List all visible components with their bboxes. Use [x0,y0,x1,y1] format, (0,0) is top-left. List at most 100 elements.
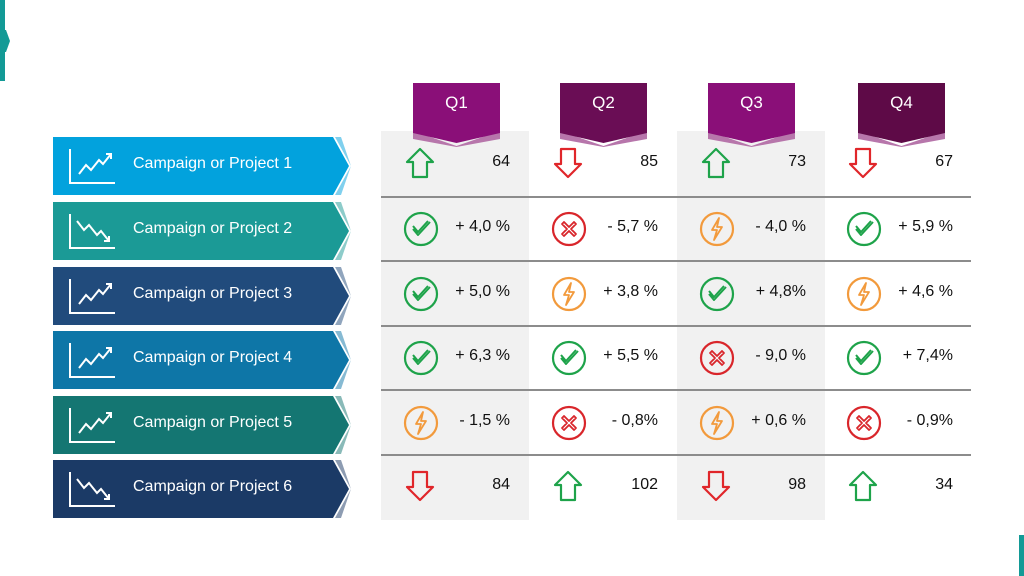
bottom-right-accent-bar [1019,535,1024,576]
quarter-label: Q3 [740,93,763,112]
row-label-text: Campaign or Project 2 [133,220,293,237]
table-cell: + 0,6 % [677,391,824,455]
cell-value: + 5,9 % [898,218,953,235]
trend-down-chart-icon [67,470,117,515]
row-label-project-6: Campaign or Project 6 [53,460,351,518]
row-label-project-1: Campaign or Project 1 [53,137,351,195]
table-cell: - 0,8% [529,391,676,455]
arrow-up-icon [846,469,880,508]
arrow-up-icon [551,469,585,508]
x-circle-icon [699,340,735,381]
check-circle-icon [403,340,439,381]
quarter-label: Q4 [890,93,913,112]
quarter-header-q3: Q3 [708,83,795,147]
cell-value: + 3,8 % [603,283,658,300]
cell-value: 34 [935,476,953,493]
table-cell: 84 [381,455,528,519]
row-divider [381,196,971,198]
arrow-down-icon [551,146,585,185]
table-cell: 98 [677,455,824,519]
row-label-text: Campaign or Project 4 [133,349,293,366]
cell-value: 73 [788,153,806,170]
row-label-text: Campaign or Project 3 [133,285,293,302]
quarter-label: Q1 [445,93,468,112]
cell-value: + 7,4% [902,347,953,364]
table-cell: 73 [677,132,824,196]
cell-value: 85 [640,153,658,170]
cell-value: + 5,5 % [603,347,658,364]
row-divider [381,454,971,456]
cell-value: + 5,0 % [455,283,510,300]
cell-value: - 9,0 % [755,347,806,364]
trend-up-chart-icon [67,277,117,322]
quarter-label: Q2 [592,93,615,112]
row-label-text: Campaign or Project 1 [133,155,293,172]
cell-value: + 4,0 % [455,218,510,235]
table-cell: + 5,0 % [381,262,528,326]
cell-value: - 0,8% [611,412,658,429]
table-cell: 67 [824,132,971,196]
row-label-project-4: Campaign or Project 4 [53,331,351,389]
lightning-circle-icon [403,405,439,446]
cell-value: + 6,3 % [455,347,510,364]
arrow-down-icon [403,469,437,508]
row-divider [381,325,971,327]
cell-value: 67 [935,153,953,170]
check-circle-icon [403,211,439,252]
table-cell: + 5,5 % [529,326,676,390]
table-cell: + 7,4% [824,326,971,390]
quarter-header-q1: Q1 [413,83,500,147]
arrow-up-icon [403,146,437,185]
table-cell: - 9,0 % [677,326,824,390]
lightning-circle-icon [699,405,735,446]
arrow-up-icon [699,146,733,185]
row-divider [381,260,971,262]
cell-value: 98 [788,476,806,493]
table-cell: 34 [824,455,971,519]
cell-value: + 4,8% [755,283,806,300]
table-cell: 85 [529,132,676,196]
row-label-project-3: Campaign or Project 3 [53,267,351,325]
table-cell: + 4,0 % [381,197,528,261]
cell-value: + 4,6 % [898,283,953,300]
table-cell: + 6,3 % [381,326,528,390]
x-circle-icon [551,405,587,446]
row-divider [381,389,971,391]
quarter-header-q2: Q2 [560,83,647,147]
cell-value: 84 [492,476,510,493]
cell-value: + 0,6 % [751,412,806,429]
check-circle-icon [403,276,439,317]
table-cell: + 5,9 % [824,197,971,261]
cell-value: 102 [631,476,658,493]
cell-value: 64 [492,153,510,170]
table-cell: 102 [529,455,676,519]
trend-down-chart-icon [67,212,117,257]
table-cell: 64 [381,132,528,196]
trend-up-chart-icon [67,406,117,451]
table-cell: - 1,5 % [381,391,528,455]
table-cell: + 3,8 % [529,262,676,326]
table-cell: + 4,6 % [824,262,971,326]
top-left-accent-arrow [0,30,10,52]
x-circle-icon [846,405,882,446]
check-circle-icon [846,211,882,252]
quarter-header-q4: Q4 [858,83,945,147]
x-circle-icon [551,211,587,252]
cell-value: - 1,5 % [459,412,510,429]
table-cell: - 5,7 % [529,197,676,261]
arrow-down-icon [699,469,733,508]
cell-value: - 5,7 % [607,218,658,235]
check-circle-icon [846,340,882,381]
row-label-project-2: Campaign or Project 2 [53,202,351,260]
table-cell: + 4,8% [677,262,824,326]
lightning-circle-icon [846,276,882,317]
table-cell: - 4,0 % [677,197,824,261]
cell-value: - 4,0 % [755,218,806,235]
check-circle-icon [699,276,735,317]
lightning-circle-icon [699,211,735,252]
arrow-down-icon [846,146,880,185]
cell-value: - 0,9% [906,412,953,429]
lightning-circle-icon [551,276,587,317]
check-circle-icon [551,340,587,381]
trend-up-chart-icon [67,147,117,192]
